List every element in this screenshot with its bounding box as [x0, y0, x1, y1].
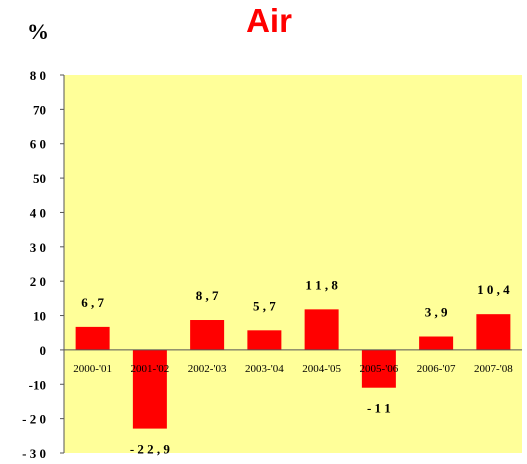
y-tick-label: -10 — [29, 377, 46, 392]
x-tick-label: 2005-'06 — [360, 363, 399, 375]
y-tick-label: 2 0 — [30, 274, 46, 289]
bar — [419, 336, 454, 350]
bar — [304, 309, 339, 350]
bars-group — [75, 309, 511, 429]
x-tick-label: 2000-'01 — [73, 363, 112, 375]
bar — [361, 349, 396, 388]
data-label: 1 1 , 8 — [305, 277, 338, 292]
x-ticks-group: 2000-'01 2001-'02 2002-'03 2003-'04 2004-'05… — [73, 363, 513, 375]
bar — [190, 320, 225, 350]
data-label: 6 , 7 — [81, 295, 104, 310]
data-label: 3 , 9 — [425, 305, 448, 320]
data-label: 1 0 , 4 — [477, 282, 510, 297]
y-tick-label: 0 — [40, 343, 47, 358]
data-label: 5 , 7 — [253, 298, 276, 313]
data-label: - 2 2 , 9 — [130, 442, 171, 457]
y-tick-label: 70 — [33, 102, 46, 117]
y-tick-label: 8 0 — [30, 68, 46, 83]
y-tick-label: 4 0 — [30, 205, 46, 220]
y-axis-label: % — [27, 19, 49, 44]
data-label: 8 , 7 — [196, 288, 219, 303]
x-tick-label: 2003-'04 — [245, 363, 284, 375]
bar — [132, 349, 167, 429]
y-tick-label: - 2 0 — [22, 412, 46, 427]
plot-area — [64, 75, 522, 453]
y-tick-label: 3 0 — [30, 240, 46, 255]
y-tick-label: 6 0 — [30, 137, 46, 152]
bar — [476, 314, 511, 350]
y-tick-label: - 3 0 — [22, 446, 46, 461]
x-tick-label: 2002-'03 — [188, 363, 227, 375]
data-label: - 1 1 — [367, 401, 391, 416]
x-tick-label: 2007-'08 — [474, 363, 513, 375]
x-tick-label: 2006-'07 — [417, 363, 456, 375]
x-tick-label: 2001-'02 — [131, 363, 170, 375]
x-tick-label: 2004-'05 — [302, 363, 341, 375]
y-tick-label: 10 — [33, 309, 46, 324]
bar — [75, 326, 110, 350]
y-tick-label: 50 — [33, 171, 46, 186]
data-labels-group: 6 , 7 - 2 2 , 9 8 , 7 5 , 7 1 1 , 8 - 1 1 3 , … — [81, 277, 510, 456]
bar — [247, 330, 282, 350]
y-ticks-group: - 3 0 - 2 0 -10 0 10 2 0 3 0 4 0 50 6 0 70 8 0 — [22, 68, 64, 461]
chart-title: Air — [246, 2, 292, 39]
